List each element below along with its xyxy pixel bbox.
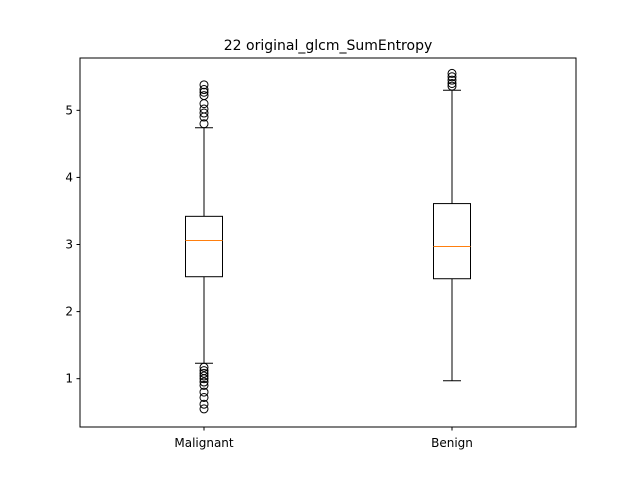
iqr-box <box>433 203 471 280</box>
y-tick-label: 5 <box>65 103 73 117</box>
iqr-box <box>185 215 223 278</box>
outlier-point <box>199 387 209 397</box>
outlier-point <box>447 81 457 91</box>
outlier-point <box>199 108 209 118</box>
outlier-point <box>199 119 209 129</box>
plot-area-frame <box>79 57 577 428</box>
outlier-point <box>199 91 209 101</box>
outlier-point <box>199 404 209 414</box>
box-series <box>185 68 471 414</box>
outlier-point <box>447 75 457 85</box>
x-axis: Malignant Benign <box>174 427 473 450</box>
outlier-point <box>199 362 209 372</box>
y-tick-label: 1 <box>65 372 73 386</box>
outlier-point <box>199 87 209 97</box>
outlier-point <box>199 380 209 390</box>
outlier-point <box>199 371 209 381</box>
box-malignant <box>185 80 223 414</box>
outlier-point <box>199 399 209 409</box>
outlier-point <box>447 68 457 78</box>
outlier-point <box>199 80 209 90</box>
outlier-point <box>447 78 457 88</box>
outlier-point <box>199 366 209 376</box>
outlier-point <box>199 104 209 114</box>
x-tick-label: Malignant <box>174 436 234 450</box>
y-tick-label: 2 <box>65 305 73 319</box>
outlier-point <box>447 72 457 82</box>
x-tick-label: Benign <box>431 436 473 450</box>
chart-title: 22 original_glcm_SumEntropy <box>224 38 433 54</box>
outlier-point <box>199 377 209 387</box>
box-benign <box>433 68 471 382</box>
outlier-point <box>199 85 209 95</box>
y-axis: 1 2 3 4 5 <box>65 103 80 386</box>
outlier-point <box>199 99 209 109</box>
y-tick-label: 3 <box>65 238 73 252</box>
y-tick-label: 4 <box>65 170 73 184</box>
outlier-point <box>199 368 209 378</box>
outlier-point <box>199 392 209 402</box>
